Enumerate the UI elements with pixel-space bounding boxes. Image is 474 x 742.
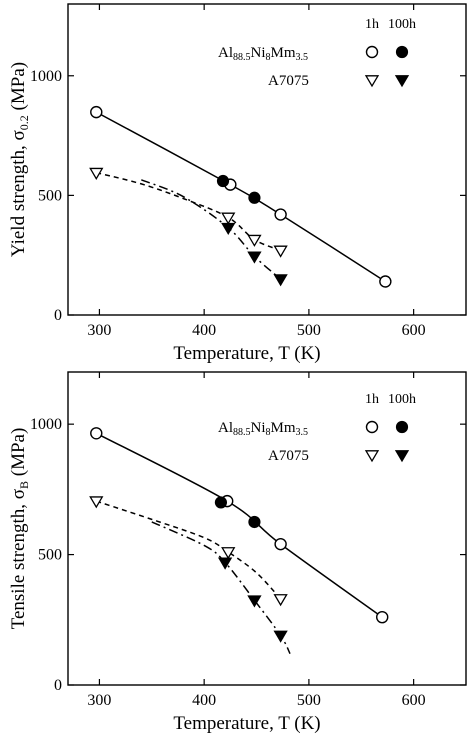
- legend-marker-filled-circle: [395, 45, 409, 59]
- curve-dashed: [96, 500, 282, 600]
- curve-solid: [95, 111, 386, 283]
- y-axis-title: Yield strength, σ0.2 (MPa): [8, 62, 31, 257]
- legend-label: Al88.5Ni8Mm3.5: [218, 45, 308, 63]
- data-point-open-triangle: [273, 245, 288, 258]
- plot-frame: [67, 3, 467, 316]
- y-tick-label: 1000: [30, 416, 62, 433]
- legend-col-header: 100h: [388, 392, 416, 407]
- data-point-filled-circle: [248, 191, 261, 204]
- data-point-filled-triangle: [273, 274, 288, 287]
- data-point-filled-triangle: [247, 595, 262, 608]
- x-tick-label: 400: [192, 692, 216, 709]
- data-point-open-circle: [379, 275, 392, 288]
- data-point-open-triangle: [221, 547, 236, 560]
- data-point-open-circle: [90, 427, 103, 440]
- data-point-open-triangle: [221, 212, 236, 225]
- x-tick-label: 600: [402, 692, 426, 709]
- data-point-open-circle: [376, 610, 389, 624]
- data-point-filled-circle: [214, 496, 228, 509]
- x-axis-title: Temperature, T (K): [173, 713, 320, 734]
- data-point-filled-triangle: [221, 222, 236, 235]
- legend-label: A7075: [268, 73, 309, 89]
- data-point-filled-triangle: [273, 630, 288, 643]
- data-point-open-circle: [90, 105, 103, 119]
- legend-marker-filled-triangle: [394, 450, 410, 463]
- x-axis-title: Temperature, T (K): [173, 343, 320, 364]
- legend-col-header: 1h: [365, 392, 379, 407]
- chart-panel-1: 300 400 500 600 0 500 1000 Temperature, T (K) Yi…: [8, 3, 467, 364]
- y-tick-label: 0: [54, 677, 62, 694]
- plot-frame: [67, 371, 467, 686]
- x-tick-label: 300: [87, 322, 111, 339]
- legend-col-header: 1h: [365, 17, 379, 32]
- data-point-filled-circle: [216, 174, 230, 188]
- curve-solid: [95, 432, 383, 618]
- curve-dashdot: [141, 179, 282, 280]
- data-point-open-triangle: [89, 496, 104, 509]
- chart-panel-2: 300 400 500 600 0 500 1000 Temperature, T (K) Te…: [8, 371, 467, 734]
- x-tick-label: 400: [192, 322, 216, 339]
- data-point-open-circle: [274, 208, 287, 221]
- legend-marker-open-circle: [365, 420, 379, 434]
- y-axis-title: Tensile strength, σB (MPa): [8, 428, 31, 630]
- data-point-filled-triangle: [247, 251, 262, 264]
- y-tick-label: 500: [38, 187, 62, 204]
- legend-label: A7075: [268, 448, 309, 464]
- data-point-filled-circle: [248, 515, 261, 529]
- data-point-open-triangle: [89, 167, 104, 180]
- legend-marker-open-triangle: [364, 450, 380, 463]
- data-point-open-triangle: [273, 594, 288, 607]
- x-tick-label: 500: [297, 692, 321, 709]
- data-point-filled-triangle: [217, 557, 233, 570]
- legend-marker-open-triangle: [364, 75, 380, 88]
- x-tick-label: 300: [87, 692, 111, 709]
- data-point-open-triangle: [247, 234, 262, 247]
- x-tick-label: 600: [402, 322, 426, 339]
- x-tick-label: 500: [297, 322, 321, 339]
- y-tick-label: 500: [38, 547, 62, 564]
- y-tick-label: 0: [54, 307, 62, 324]
- legend-marker-open-circle: [365, 45, 379, 59]
- legend-marker-filled-circle: [395, 420, 409, 434]
- legend-marker-filled-triangle: [394, 75, 410, 88]
- curve-dashdot: [151, 521, 291, 655]
- data-point-open-circle: [274, 537, 287, 551]
- legend-col-header: 100h: [388, 17, 416, 32]
- y-tick-label: 1000: [30, 68, 62, 85]
- legend-label: Al88.5Ni8Mm3.5: [218, 420, 308, 438]
